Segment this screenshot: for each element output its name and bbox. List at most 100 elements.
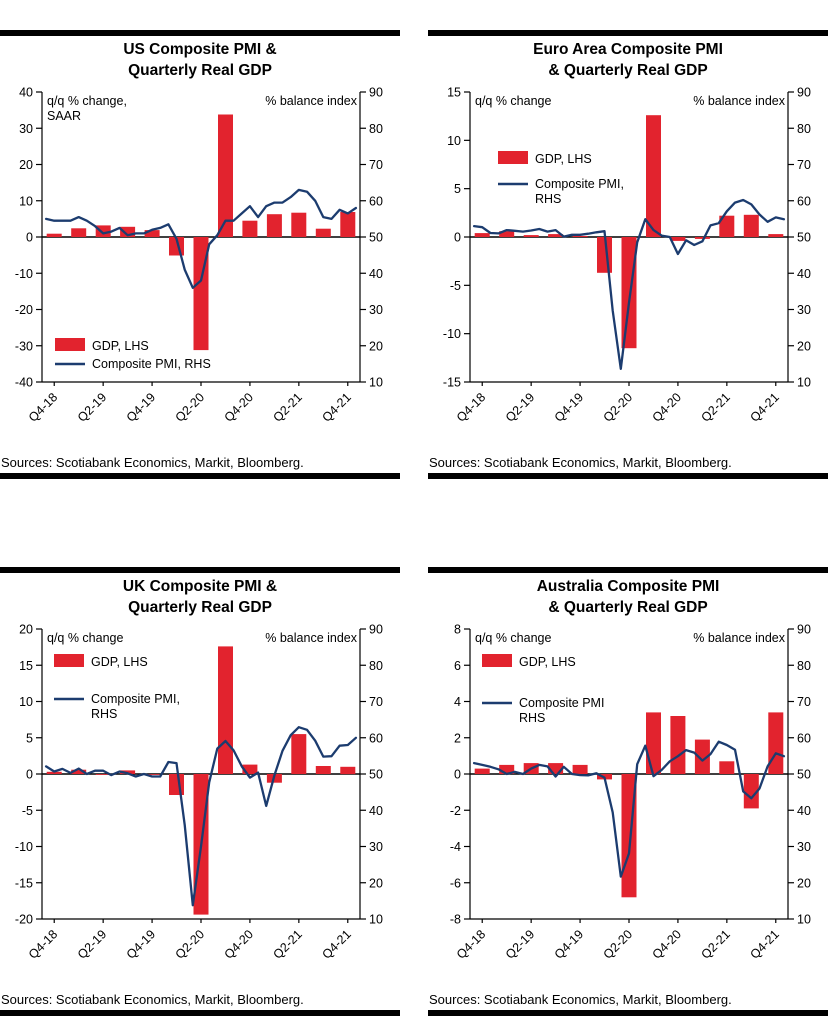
svg-text:RHS: RHS [519,711,545,725]
svg-text:q/q % change: q/q % change [475,631,551,645]
svg-text:-40: -40 [15,375,33,389]
svg-text:RHS: RHS [91,707,117,721]
panel-australia-chart: Australia Composite PMI & Quarterly Real… [428,567,828,1016]
svg-text:Q2-19: Q2-19 [75,927,109,961]
svg-text:q/q % change: q/q % change [475,94,551,108]
svg-text:80: 80 [797,122,811,136]
svg-text:GDP, LHS: GDP, LHS [535,152,592,166]
svg-text:50: 50 [369,230,383,244]
chart-title-euro-area: Euro Area Composite PMI & Quarterly Real… [533,41,723,80]
svg-text:20: 20 [369,876,383,890]
svg-text:0: 0 [454,767,461,781]
svg-text:Q2-21: Q2-21 [270,927,304,961]
panel-top-rule [0,30,400,36]
pmi-line [472,740,786,878]
australia-composite-pmi-gdp-chart: -8 -6 -4 -2 0 2 4 6 8 10 20 30 40 50 60 70 80 90 Q4-18 Q2-1… [450,622,811,961]
svg-text:40: 40 [369,267,383,281]
pmi-line [44,188,358,289]
svg-text:Q4-18: Q4-18 [454,390,488,424]
svg-text:Q4-19: Q4-19 [552,390,586,424]
svg-text:30: 30 [369,840,383,854]
svg-text:-5: -5 [22,804,33,818]
svg-text:0: 0 [454,230,461,244]
legend-gdp-swatch [54,653,84,667]
svg-text:80: 80 [369,659,383,673]
axis-tick-labels: -20 -15 -10 -5 0 5 10 15 20 10 20 30 40 50 60 70 80 90 [15,622,383,926]
svg-text:% balance index: % balance index [693,631,785,645]
svg-text:SAAR: SAAR [47,109,81,123]
svg-text:10: 10 [19,194,33,208]
svg-text:-4: -4 [450,840,461,854]
sources-note-uk: Sources: Scotiabank Economics, Markit, B… [1,991,304,1007]
svg-text:Q2-19: Q2-19 [503,390,537,424]
svg-text:0: 0 [26,230,33,244]
svg-text:2: 2 [454,731,461,745]
svg-text:4: 4 [454,695,461,709]
svg-text:30: 30 [19,122,33,136]
svg-text:30: 30 [797,303,811,317]
us-composite-pmi-gdp-chart: -40 -30 -20 -10 0 10 20 30 40 10 20 30 40 50 60 70 80 90 Q… [15,85,383,424]
svg-text:Composite PMI, RHS: Composite PMI, RHS [92,357,211,371]
svg-text:Q4-18: Q4-18 [26,927,60,961]
legend-gdp-swatch [498,150,528,164]
pmi-line [472,198,786,370]
svg-text:40: 40 [797,804,811,818]
axis-notes: q/q % change,SAAR % balance index [47,94,358,123]
pmi-line [44,725,358,907]
panel-bottom-rule [0,472,400,479]
svg-text:% balance index: % balance index [693,94,785,108]
svg-text:Q4-19: Q4-19 [552,927,586,961]
svg-text:60: 60 [797,194,811,208]
svg-text:Composite PMI,: Composite PMI, [91,692,180,706]
svg-text:q/q % change: q/q % change [47,631,123,645]
axis-notes: q/q % change % balance index [475,94,786,108]
gdp-bars [46,646,356,915]
svg-text:% balance index: % balance index [265,94,357,108]
axes [36,91,366,386]
svg-text:Q2-20: Q2-20 [173,927,207,961]
svg-text:10: 10 [447,134,461,148]
x-axis-labels: Q4-18 Q2-19 Q4-19 Q2-20 Q4-20 Q2-21 Q4-21 [454,390,782,424]
svg-text:-6: -6 [450,876,461,890]
legend-gdp-swatch [55,337,85,351]
svg-text:Q4-18: Q4-18 [26,390,60,424]
legend: GDP, LHS Composite PMI, RHS [55,337,211,371]
panel-top-rule [0,567,400,573]
svg-text:RHS: RHS [535,192,561,206]
svg-text:20: 20 [369,339,383,353]
svg-text:Q4-20: Q4-20 [222,927,256,961]
svg-text:-15: -15 [443,375,461,389]
svg-text:-2: -2 [450,804,461,818]
svg-text:90: 90 [797,622,811,636]
euro-area-composite-pmi-gdp-chart: -15 -10 -5 0 5 10 15 10 20 30 40 50 60 70 80 90 Q4-18 Q2-… [443,85,811,424]
gdp-bars [46,114,356,350]
panel-us-chart: US Composite PMI & Quarterly Real GDP -4… [0,30,400,479]
svg-text:Q4-21: Q4-21 [747,390,781,424]
svg-text:-30: -30 [15,339,33,353]
svg-text:90: 90 [797,85,811,99]
svg-text:70: 70 [369,158,383,172]
svg-text:20: 20 [797,876,811,890]
svg-text:6: 6 [454,659,461,673]
svg-text:10: 10 [797,912,811,926]
svg-text:30: 30 [369,303,383,317]
svg-text:Q4-19: Q4-19 [124,927,158,961]
panel-bottom-rule [0,1009,400,1016]
svg-text:90: 90 [369,85,383,99]
svg-text:-20: -20 [15,303,33,317]
svg-text:50: 50 [797,767,811,781]
svg-text:50: 50 [797,230,811,244]
svg-text:Q4-20: Q4-20 [222,390,256,424]
svg-text:5: 5 [26,731,33,745]
panel-uk-chart: UK Composite PMI & Quarterly Real GDP -2… [0,567,400,1016]
svg-text:Q4-20: Q4-20 [650,927,684,961]
svg-text:Q4-20: Q4-20 [650,390,684,424]
gdp-bars [474,712,784,898]
svg-text:60: 60 [369,731,383,745]
svg-text:90: 90 [369,622,383,636]
svg-text:Q4-21: Q4-21 [319,390,353,424]
x-axis-labels: Q4-18 Q2-19 Q4-19 Q2-20 Q4-20 Q2-21 Q4-21 [26,927,354,961]
sources-note-australia: Sources: Scotiabank Economics, Markit, B… [429,991,732,1007]
svg-text:Q2-21: Q2-21 [270,390,304,424]
